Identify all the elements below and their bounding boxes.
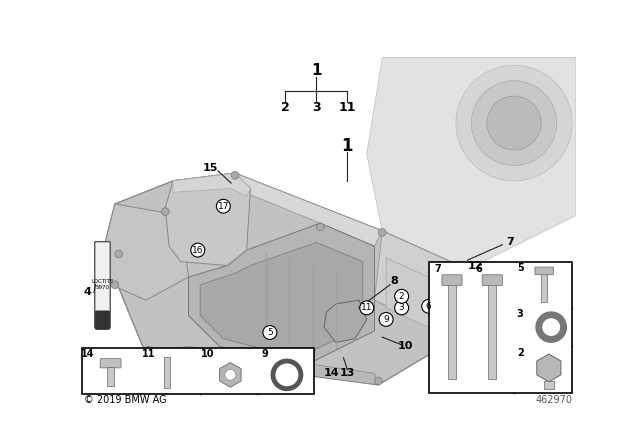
Text: 3: 3 [399, 303, 404, 312]
Circle shape [193, 352, 200, 359]
Text: 7: 7 [435, 264, 442, 274]
Text: 9: 9 [261, 349, 268, 359]
Text: 14: 14 [324, 368, 340, 378]
Text: 462970: 462970 [535, 395, 572, 405]
Text: 2: 2 [399, 292, 404, 301]
Polygon shape [103, 173, 467, 385]
Polygon shape [374, 231, 467, 339]
FancyBboxPatch shape [442, 275, 462, 285]
Polygon shape [200, 242, 363, 358]
Polygon shape [189, 223, 374, 366]
Circle shape [115, 250, 123, 258]
Text: © 2019 BMW AG: © 2019 BMW AG [84, 395, 166, 405]
Text: 5: 5 [267, 328, 273, 337]
Circle shape [225, 370, 236, 380]
Polygon shape [165, 173, 250, 266]
Circle shape [374, 377, 382, 385]
Circle shape [111, 281, 119, 289]
Circle shape [216, 199, 230, 213]
Text: 4: 4 [84, 288, 92, 297]
Circle shape [472, 81, 557, 165]
FancyBboxPatch shape [482, 275, 502, 285]
FancyBboxPatch shape [488, 279, 496, 379]
Text: 12: 12 [467, 260, 483, 271]
Text: 14: 14 [81, 349, 95, 359]
Circle shape [191, 243, 205, 257]
Circle shape [316, 223, 324, 231]
Text: 11: 11 [141, 349, 155, 359]
Text: 2: 2 [281, 101, 290, 114]
Polygon shape [173, 173, 382, 246]
Text: 3: 3 [312, 101, 321, 114]
FancyBboxPatch shape [535, 267, 554, 275]
Text: 3: 3 [517, 309, 524, 319]
Text: 8: 8 [390, 276, 397, 286]
Circle shape [487, 96, 541, 150]
Polygon shape [146, 346, 378, 385]
Text: 9: 9 [383, 315, 389, 324]
Circle shape [145, 346, 152, 354]
FancyBboxPatch shape [107, 367, 114, 386]
Circle shape [378, 228, 386, 236]
FancyBboxPatch shape [544, 381, 554, 389]
FancyBboxPatch shape [448, 279, 456, 379]
Circle shape [422, 299, 436, 313]
Circle shape [263, 326, 277, 340]
Text: 13: 13 [340, 368, 355, 378]
Polygon shape [103, 204, 189, 300]
Text: 17: 17 [218, 202, 229, 211]
FancyBboxPatch shape [541, 271, 547, 302]
Polygon shape [324, 300, 367, 343]
FancyBboxPatch shape [95, 241, 110, 328]
Text: 7: 7 [506, 237, 514, 247]
Circle shape [379, 313, 393, 326]
Text: 11: 11 [361, 303, 372, 312]
Text: 6: 6 [476, 264, 483, 274]
FancyBboxPatch shape [100, 359, 121, 368]
Text: 5: 5 [517, 263, 524, 273]
Text: 2: 2 [517, 348, 524, 358]
Text: 1: 1 [311, 63, 322, 78]
Polygon shape [386, 258, 436, 331]
Circle shape [161, 208, 169, 215]
Text: 15: 15 [202, 163, 218, 173]
Text: 16: 16 [192, 246, 204, 254]
Text: 6: 6 [426, 302, 431, 311]
Polygon shape [173, 173, 250, 196]
FancyBboxPatch shape [429, 262, 572, 392]
Text: 11: 11 [339, 101, 356, 114]
Circle shape [231, 172, 239, 179]
FancyBboxPatch shape [81, 348, 314, 394]
Text: 10: 10 [398, 341, 413, 351]
Circle shape [456, 65, 572, 181]
FancyBboxPatch shape [164, 357, 170, 388]
Circle shape [395, 301, 408, 315]
Text: 1: 1 [342, 137, 353, 155]
FancyBboxPatch shape [95, 311, 109, 329]
Circle shape [360, 301, 374, 315]
Text: LOCTITE
5970: LOCTITE 5970 [92, 279, 114, 290]
Text: 10: 10 [201, 349, 214, 359]
Circle shape [395, 289, 408, 303]
Polygon shape [367, 58, 576, 269]
